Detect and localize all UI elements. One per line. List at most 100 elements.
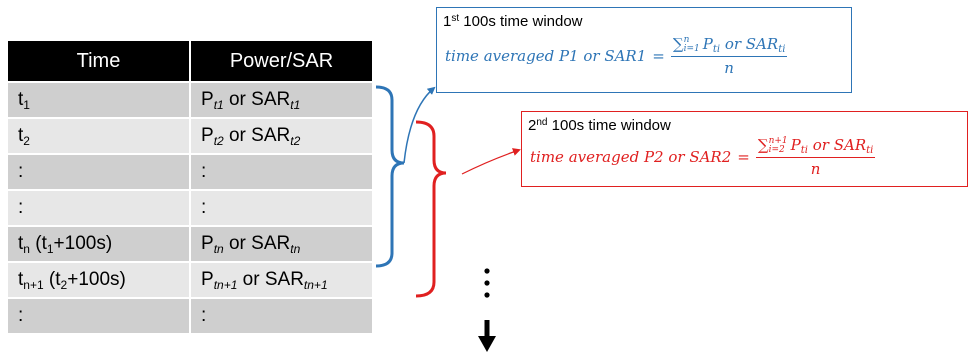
sum-upper-limit: n+1 [768, 136, 788, 146]
table-row: tn (t1+100s) Ptn or SARtn [8, 225, 372, 262]
time-offset-prefix: (t [43, 269, 61, 290]
sigma-icon: ∑ [672, 35, 684, 53]
power-cell: Pt1 or SARt1 [190, 81, 372, 118]
time-subscript: 2 [23, 134, 30, 148]
continuation-dot-icon [484, 268, 490, 274]
time-cell: tn (t1+100s) [8, 225, 191, 262]
time-text: t [18, 269, 24, 290]
red-arrow-icon [461, 148, 521, 175]
second-time-window-box: 2nd 100s time window time averaged P2 or… [521, 111, 968, 187]
time-text: : [18, 197, 24, 218]
power-or-sar: or SAR [237, 269, 304, 290]
window-title-text: 100s time window [459, 13, 583, 30]
power-subscript: t2 [213, 134, 224, 148]
time-offset-subscript: 2 [60, 278, 68, 292]
power-subscript: tn+1 [213, 278, 238, 292]
formula-lhs: time averaged P2 or SAR2 [530, 148, 732, 166]
sigma-icon: ∑ [757, 136, 769, 154]
power-or-sar: or SAR [223, 89, 291, 110]
power-symbol: : [201, 161, 207, 182]
time-power-table: Time Power/SAR t1 Pt1 or SARt1 t2 Pt2 or… [8, 41, 372, 333]
equals-sign: = [652, 47, 665, 65]
sum-limits: n i=1 [684, 36, 700, 54]
time-text: t [18, 125, 24, 146]
numerator-p: P [702, 35, 713, 53]
table-row: t1 Pt1 or SARt1 [8, 81, 372, 118]
power-symbol: P [201, 233, 214, 254]
sum-limits: n+1 i=2 [769, 137, 788, 155]
formula-lhs: time averaged P1 or SAR1 [445, 47, 647, 65]
sum-upper-limit: n [683, 35, 690, 45]
formula-numerator: ∑ n+1 i=2 Pti or SARti [755, 136, 876, 158]
power-symbol: P [201, 269, 214, 290]
blue-brace-icon [375, 85, 405, 268]
equals-sign: = [737, 148, 750, 166]
header-time: Time [8, 41, 191, 82]
table-row: : : [8, 153, 372, 190]
numerator-sar-subscript: ti [866, 145, 874, 156]
time-subscript: n+1 [23, 278, 44, 292]
time-subscript: 1 [23, 98, 30, 112]
first-time-window-box: 1st 100s time window time averaged P1 or… [436, 7, 852, 93]
formula-numerator: ∑ n i=1 Pti or SARti [670, 35, 788, 57]
power-symbol: P [201, 89, 214, 110]
numerator-sar-subscript: ti [778, 44, 786, 55]
numerator-or-sar: or SAR [807, 136, 867, 154]
continuation-dot-icon [484, 280, 490, 286]
power-cell: Ptn or SARtn [190, 225, 372, 262]
time-cell: tn+1 (t2+100s) [8, 261, 191, 298]
table-row: : : [8, 297, 372, 333]
time-offset-suffix: +100s) [67, 269, 126, 290]
second-window-title: 2nd 100s time window [528, 117, 671, 134]
numerator-p-subscript: ti [712, 44, 721, 55]
sum-lower-limit: i=2 [768, 145, 785, 155]
blue-arrow-icon [403, 86, 436, 164]
table-row: tn+1 (t2+100s) Ptn+1 or SARtn+1 [8, 261, 372, 298]
power-or-sar: or SAR [223, 125, 291, 146]
first-window-title: 1st 100s time window [443, 13, 583, 30]
numerator-or-sar: or SAR [720, 35, 779, 53]
power-cell: Pt2 or SARt2 [190, 117, 372, 154]
time-cell: t2 [8, 117, 191, 154]
sar-subscript: t1 [290, 98, 301, 112]
header-power-sar: Power/SAR [190, 41, 372, 82]
sar-subscript: t2 [290, 134, 301, 148]
time-cell: : [8, 189, 191, 226]
window-title-text: 100s time window [547, 117, 671, 134]
formula-denominator: n [724, 59, 734, 77]
table-row: t2 Pt2 or SARt2 [8, 117, 372, 154]
formula-denominator: n [810, 160, 821, 178]
power-cell: : [190, 189, 372, 226]
power-cell: : [190, 153, 372, 190]
power-cell: Ptn+1 or SARtn+1 [190, 261, 372, 298]
power-subscript: tn [213, 242, 224, 256]
sum-lower-limit: i=1 [683, 44, 700, 54]
power-subscript: t1 [213, 98, 224, 112]
time-cell: : [8, 297, 191, 333]
ordinal-suffix: nd [536, 117, 548, 128]
sar-subscript: tn+1 [303, 278, 328, 292]
second-window-formula: time averaged P2 or SAR2 = ∑ n+1 i=2 Pti or… [530, 136, 876, 178]
power-symbol: : [201, 305, 207, 326]
table-header-row: Time Power/SAR [8, 41, 372, 82]
time-cell: t1 [8, 81, 191, 118]
time-offset-subscript: 1 [46, 242, 54, 256]
time-cell: : [8, 153, 191, 190]
time-text: : [18, 305, 24, 326]
down-arrow-icon [478, 320, 496, 352]
power-symbol: P [201, 125, 214, 146]
time-text: t [18, 233, 24, 254]
red-brace-icon [415, 120, 447, 298]
numerator-p: P [790, 136, 801, 154]
sar-subscript: tn [290, 242, 301, 256]
window-ordinal: 1 [443, 13, 452, 30]
table-row: : : [8, 189, 372, 226]
time-subscript: n [23, 242, 30, 256]
time-offset-suffix: +100s) [53, 233, 113, 254]
first-window-formula: time averaged P1 or SAR1 = ∑ n i=1 Pti or S… [445, 35, 788, 77]
ordinal-suffix: st [451, 13, 460, 24]
time-offset-prefix: (t [29, 233, 47, 254]
formula-fraction: ∑ n+1 i=2 Pti or SARti n [755, 136, 876, 178]
window-ordinal: 2 [528, 117, 537, 134]
